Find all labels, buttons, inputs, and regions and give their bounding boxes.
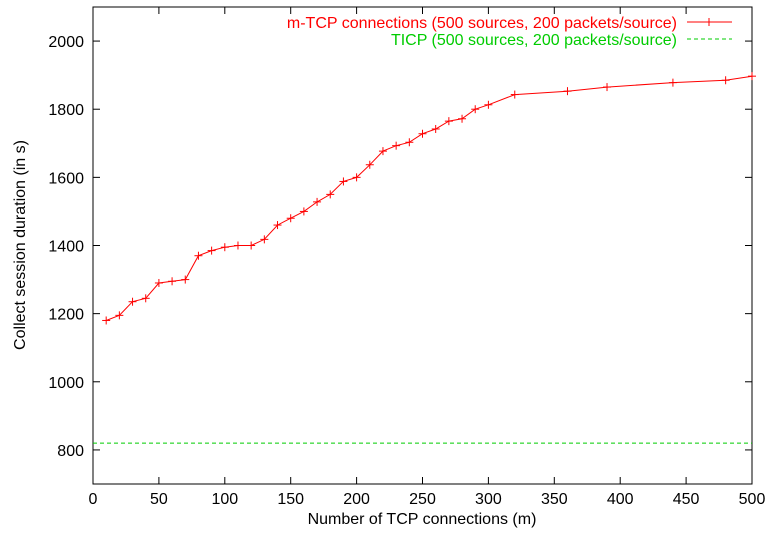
data-point [247, 241, 256, 250]
data-point [260, 235, 269, 244]
series-layer [93, 72, 756, 444]
data-point [154, 278, 163, 287]
data-point [207, 246, 216, 255]
data-point [748, 72, 756, 81]
legend: m-TCP connections (500 sources, 200 pack… [287, 15, 732, 49]
data-point [141, 294, 150, 303]
data-point [233, 241, 242, 250]
data-point [194, 251, 203, 260]
x-tick-label: 200 [343, 491, 370, 508]
data-point [181, 275, 190, 284]
data-point [273, 221, 282, 230]
x-axis-ticks: 0 50 100 150 200 250 300 350 400 450 500 [89, 7, 766, 508]
y-tick-label: 2000 [48, 34, 84, 51]
y-tick-label: 1800 [48, 102, 84, 119]
legend-label: TICP (500 sources, 200 packets/source) [391, 32, 677, 49]
y-tick-label: 1000 [48, 375, 84, 392]
data-point [326, 190, 335, 199]
x-tick-label: 100 [211, 491, 238, 508]
data-point [471, 105, 480, 114]
data-point [484, 100, 493, 109]
x-tick-label: 500 [739, 491, 766, 508]
y-axis-label: Collect session duration (in s) [12, 140, 29, 350]
data-point [458, 114, 467, 123]
x-tick-label: 250 [409, 491, 436, 508]
legend-label: m-TCP connections (500 sources, 200 pack… [287, 15, 677, 32]
series-line-0 [106, 75, 753, 321]
x-tick-label: 300 [475, 491, 502, 508]
x-tick-label: 350 [541, 491, 568, 508]
data-point [392, 141, 401, 150]
data-point [115, 311, 124, 320]
data-point [128, 297, 137, 306]
data-point [378, 147, 387, 156]
plot-frame [92, 6, 753, 485]
x-tick-label: 450 [673, 491, 700, 508]
data-point [313, 197, 322, 206]
x-tick-label: 0 [89, 491, 98, 508]
data-point [102, 316, 111, 325]
data-point [365, 160, 374, 169]
data-point [418, 129, 427, 138]
data-point [563, 87, 572, 96]
data-point [668, 78, 677, 87]
data-point [721, 76, 730, 85]
data-point [352, 173, 361, 182]
data-point [405, 138, 414, 147]
data-point [339, 177, 348, 186]
x-axis-label: Number of TCP connections (m) [308, 511, 537, 528]
y-tick-label: 800 [57, 443, 84, 460]
data-point [286, 214, 295, 223]
data-point [603, 83, 612, 92]
x-tick-label: 150 [277, 491, 304, 508]
y-tick-label: 1200 [48, 307, 84, 324]
data-point [299, 207, 308, 216]
y-tick-label: 1600 [48, 170, 84, 187]
y-axis-ticks: 800 1000 1200 1400 1600 1800 2000 [48, 34, 752, 460]
data-point [220, 243, 229, 252]
x-tick-label: 400 [607, 491, 634, 508]
data-point [168, 277, 177, 286]
data-point [444, 117, 453, 126]
y-tick-label: 1400 [48, 239, 84, 256]
data-point [510, 90, 519, 99]
x-tick-label: 50 [150, 491, 168, 508]
data-point [431, 124, 440, 133]
